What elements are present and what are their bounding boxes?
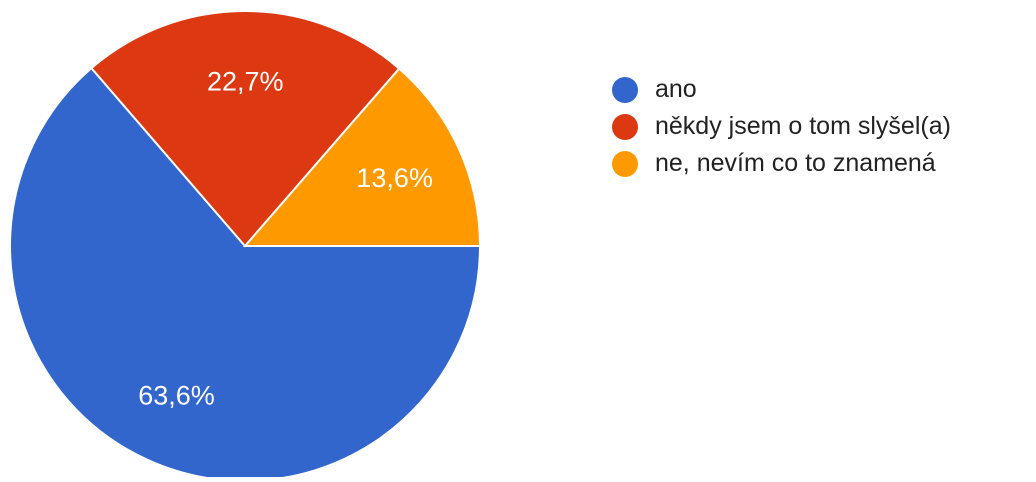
pie-slice-label-nekdy-jsem-o-tom-slysel: 22,7% [207,67,284,97]
legend-label-nekdy-jsem-o-tom-slysel: někdy jsem o tom slyšel(a) [655,112,951,140]
legend-label-ano: ano [655,75,697,103]
pie-slice-ne-nevim[interactable] [242,67,482,247]
legend-swatch-nekdy-jsem-o-tom-slysel [612,113,638,140]
pie-slice-ano[interactable] [9,66,482,482]
legend-swatch-ano [612,76,638,103]
legend-swatch-ne-nevim [612,150,638,177]
pie-slices [9,10,482,482]
chart-legend: ano někdy jsem o tom slyšel(a) ne, nevím… [612,71,951,182]
legend-label-ne-nevim: ne, nevím co to znamená [655,149,936,177]
legend-item-ano[interactable]: ano [612,71,951,108]
pie-slice-label-ano: 63,6% [138,381,215,411]
legend-item-nekdy-jsem-o-tom-slysel[interactable]: někdy jsem o tom slyšel(a) [612,108,951,145]
legend-item-ne-nevim[interactable]: ne, nevím co to znamená [612,145,951,182]
pie-slice-nekdy-jsem-o-tom-slysel[interactable] [90,10,401,248]
pie-slice-label-ne-nevim: 13,6% [356,163,433,193]
pie-slice-labels: 63,6% 22,7% 13,6% [138,67,433,411]
